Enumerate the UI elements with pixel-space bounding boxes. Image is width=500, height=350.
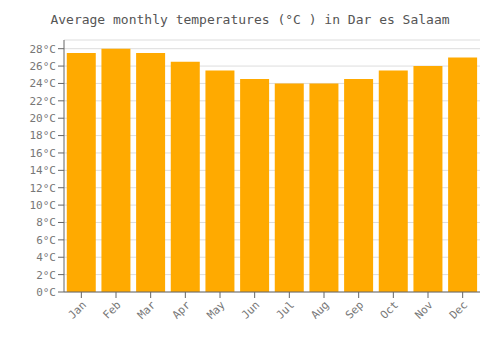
svg-text:Mar: Mar <box>135 298 159 322</box>
svg-text:Nov: Nov <box>412 298 436 322</box>
html-text:Average monthly temperatures (: Average monthly temperatures (°C ) in Da… <box>50 12 450 27</box>
svg-text:Jul: Jul <box>274 298 297 321</box>
svg-text:Oct: Oct <box>378 298 401 321</box>
svg-text:28°C: 28°C <box>30 43 57 56</box>
svg-text:16°C: 16°C <box>30 147 57 160</box>
svg-text:18°C: 18°C <box>30 129 57 142</box>
svg-text:2°C: 2°C <box>36 269 56 282</box>
svg-text:0°C: 0°C <box>36 286 56 299</box>
svg-text:24°C: 24°C <box>30 77 57 90</box>
svg-text:Apr: Apr <box>170 298 194 322</box>
svg-text:12°C: 12°C <box>30 182 57 195</box>
svg-text:Dec: Dec <box>447 298 470 321</box>
svg-text:6°C: 6°C <box>36 234 56 247</box>
svg-text:Jan: Jan <box>66 298 89 321</box>
svg-text:22°C: 22°C <box>30 95 57 108</box>
svg-text:26°C: 26°C <box>30 60 57 73</box>
svg-text:14°C: 14°C <box>30 164 57 177</box>
svg-text:Sep: Sep <box>343 298 366 321</box>
svg-text:Aug: Aug <box>308 298 331 321</box>
svg-text:4°C: 4°C <box>36 251 56 264</box>
svg-text:Feb: Feb <box>100 298 123 321</box>
svg-text:May: May <box>204 298 228 322</box>
svg-text:Jun: Jun <box>239 298 262 321</box>
svg-text:8°C: 8°C <box>36 216 56 229</box>
svg-text:20°C: 20°C <box>30 112 57 125</box>
svg-text:10°C: 10°C <box>30 199 57 212</box>
